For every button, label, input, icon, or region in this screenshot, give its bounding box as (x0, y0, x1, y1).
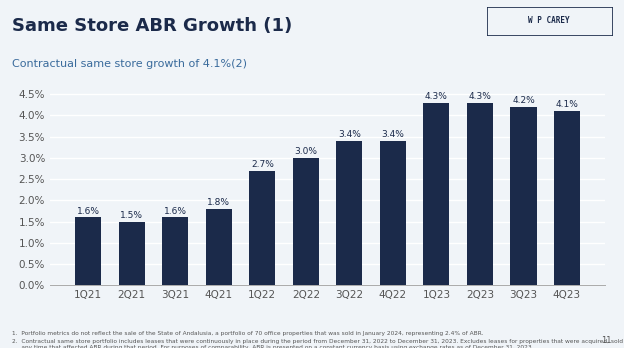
Text: 3.0%: 3.0% (295, 147, 318, 156)
Bar (336, 141, 363, 285)
Bar (162, 218, 188, 285)
Text: 1.5%: 1.5% (120, 211, 144, 220)
Bar (380, 141, 406, 285)
Bar (206, 209, 232, 285)
Text: Same Store ABR Growth (1): Same Store ABR Growth (1) (12, 17, 293, 35)
Text: 3.4%: 3.4% (338, 130, 361, 139)
Text: 1.  Portfolio metrics do not reflect the sale of the State of Andalusia, a portf: 1. Portfolio metrics do not reflect the … (12, 331, 484, 335)
Text: 2.  Contractual same store portfolio includes leases that were continuously in p: 2. Contractual same store portfolio incl… (12, 339, 624, 348)
Text: 1.6%: 1.6% (163, 207, 187, 216)
Bar (510, 107, 537, 285)
Text: 1.8%: 1.8% (207, 198, 230, 207)
Text: 4.3%: 4.3% (469, 92, 491, 101)
Text: W P CAREY: W P CAREY (529, 16, 570, 25)
Text: 11: 11 (601, 335, 612, 345)
Text: 1.6%: 1.6% (77, 207, 100, 216)
Bar (249, 171, 275, 285)
Bar (554, 111, 580, 285)
Bar (293, 158, 319, 285)
Text: 4.2%: 4.2% (512, 96, 535, 105)
Text: 3.4%: 3.4% (381, 130, 404, 139)
Bar (423, 103, 449, 285)
Text: 2.7%: 2.7% (251, 160, 274, 169)
Text: 4.1%: 4.1% (555, 101, 578, 109)
Text: 4.3%: 4.3% (425, 92, 448, 101)
Text: Contractual same store growth of 4.1%(2): Contractual same store growth of 4.1%(2) (12, 59, 248, 69)
Bar (467, 103, 493, 285)
Bar (75, 218, 101, 285)
Bar (119, 222, 145, 285)
